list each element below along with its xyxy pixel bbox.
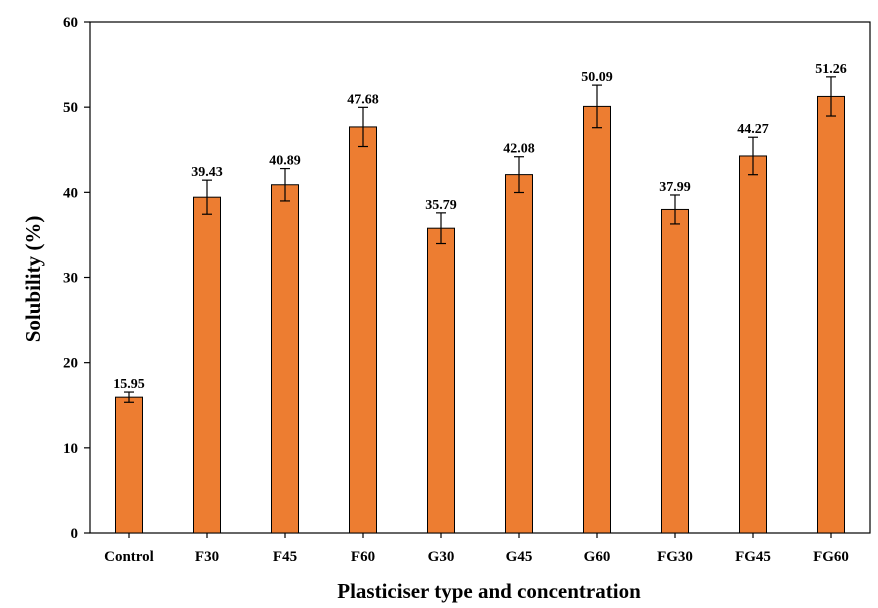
data-label: 42.08 [503, 142, 535, 157]
x-tick-label: F30 [195, 549, 219, 565]
data-label: 44.27 [737, 122, 769, 137]
bar-control [115, 396, 143, 534]
data-label: 50.09 [581, 70, 613, 85]
x-tick-label: F60 [351, 549, 375, 565]
x-tick-label: Control [104, 549, 154, 565]
bar-f60 [349, 126, 377, 534]
data-label: 35.79 [425, 198, 457, 213]
x-tick-label: FG30 [657, 549, 693, 565]
y-tick-label: 0 [71, 526, 79, 542]
x-tick-label: G60 [584, 549, 611, 565]
bar-f45 [271, 184, 299, 534]
bar-fg60 [817, 95, 845, 534]
y-axis-title: Solubility (%) [21, 216, 45, 343]
y-tick-label: 50 [63, 100, 78, 116]
data-label: 37.99 [659, 180, 691, 195]
y-tick-label: 10 [63, 441, 78, 457]
y-tick-label: 60 [63, 15, 78, 31]
x-tick-label: G30 [428, 549, 455, 565]
data-label: 51.26 [815, 62, 847, 77]
x-tick-label: FG60 [813, 549, 849, 565]
bar-g30 [427, 227, 455, 534]
x-tick-label: G45 [506, 549, 533, 565]
data-label: 47.68 [347, 92, 379, 107]
bar-g60 [583, 105, 611, 534]
y-tick-label: 20 [63, 356, 78, 372]
bar-fg45 [739, 155, 767, 534]
data-label: 15.95 [113, 377, 145, 392]
bar-g45 [505, 174, 533, 534]
y-tick-label: 30 [63, 271, 78, 287]
x-tick-label: F45 [273, 549, 297, 565]
x-tick-label: FG45 [735, 549, 771, 565]
data-label: 39.43 [191, 165, 223, 180]
x-axis-title: Plasticiser type and concentration [337, 579, 641, 603]
plot-area: 0 10 20 30 40 50 60 15.95 Control 39.43 F30 40.89 F4… [63, 15, 871, 565]
data-label: 40.89 [269, 154, 301, 169]
bar-fg30 [661, 208, 689, 534]
y-tick-label: 40 [63, 185, 78, 201]
bar-f30 [193, 196, 221, 534]
